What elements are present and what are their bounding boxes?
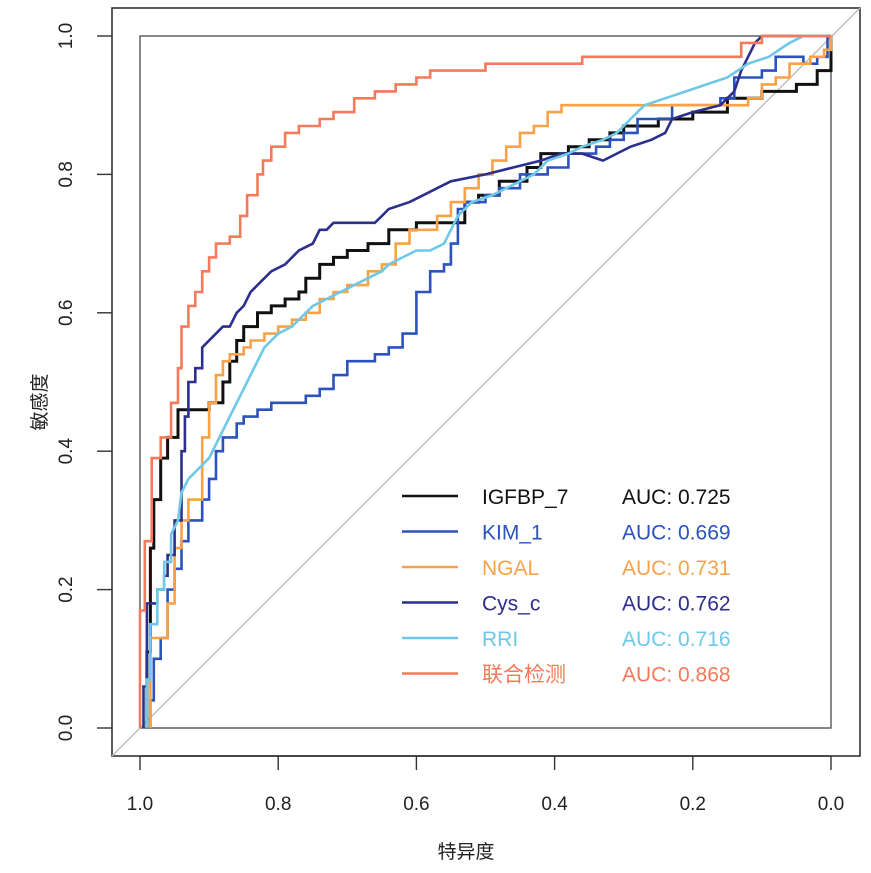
x-tick-label: 0.2 [680,794,706,815]
x-tick-label: 0.8 [265,794,291,815]
y-tick-label: 0.8 [56,161,77,187]
legend: IGFBP_7 AUC: 0.725 KIM_1 AUC: 0.669 NGAL AUC:… [402,486,731,687]
y-tick-label: 0.0 [56,715,77,741]
y-axis-title: 敏感度 [29,373,51,430]
legend-auc: AUC: 0.669 [622,522,731,545]
x-axis-title: 特异度 [437,841,494,863]
legend-auc: AUC: 0.731 [622,557,731,580]
legend-label: 联合检测 [482,664,566,687]
legend-auc: AUC: 0.716 [622,628,731,651]
legend-item: Cys_c AUC: 0.762 [402,593,731,616]
roc-curve-5 [138,34,831,728]
x-tick-label: 1.0 [127,794,153,815]
y-tick-label: 1.0 [56,23,77,49]
y-tick-label: 0.2 [56,576,77,602]
unit-box-rect [139,35,832,729]
x-tick-label: 0.6 [403,794,429,815]
legend-label: IGFBP_7 [482,486,568,509]
reference-diagonal [111,7,861,757]
legend-label: Cys_c [482,593,540,616]
unit-square [139,35,832,729]
legend-item: KIM_1 AUC: 0.669 [402,522,731,545]
legend-item: NGAL AUC: 0.731 [402,557,731,580]
x-tick-label: 0.0 [818,794,844,815]
legend-label: NGAL [482,557,539,580]
roc-curves [138,34,833,728]
legend-label: RRI [482,628,518,651]
legend-item: RRI AUC: 0.716 [402,628,731,651]
legend-auc: AUC: 0.762 [622,593,731,616]
x-axis: 1.0 0.8 0.6 0.4 0.2 0.0 [127,755,844,815]
y-tick-label: 0.4 [56,438,77,465]
roc-curve-3 [142,34,831,728]
y-axis: 0.0 0.2 0.4 0.6 0.8 1.0 [56,23,112,741]
legend-item: 联合检测 AUC: 0.868 [402,664,731,687]
x-tick-label: 0.4 [541,794,568,815]
legend-item: IGFBP_7 AUC: 0.725 [402,486,731,509]
roc-curve-4 [145,34,831,728]
legend-auc: AUC: 0.725 [622,486,731,509]
y-tick-label: 0.6 [56,300,77,326]
legend-label: KIM_1 [482,522,543,545]
reference-line [111,7,861,757]
legend-auc: AUC: 0.868 [622,664,731,687]
